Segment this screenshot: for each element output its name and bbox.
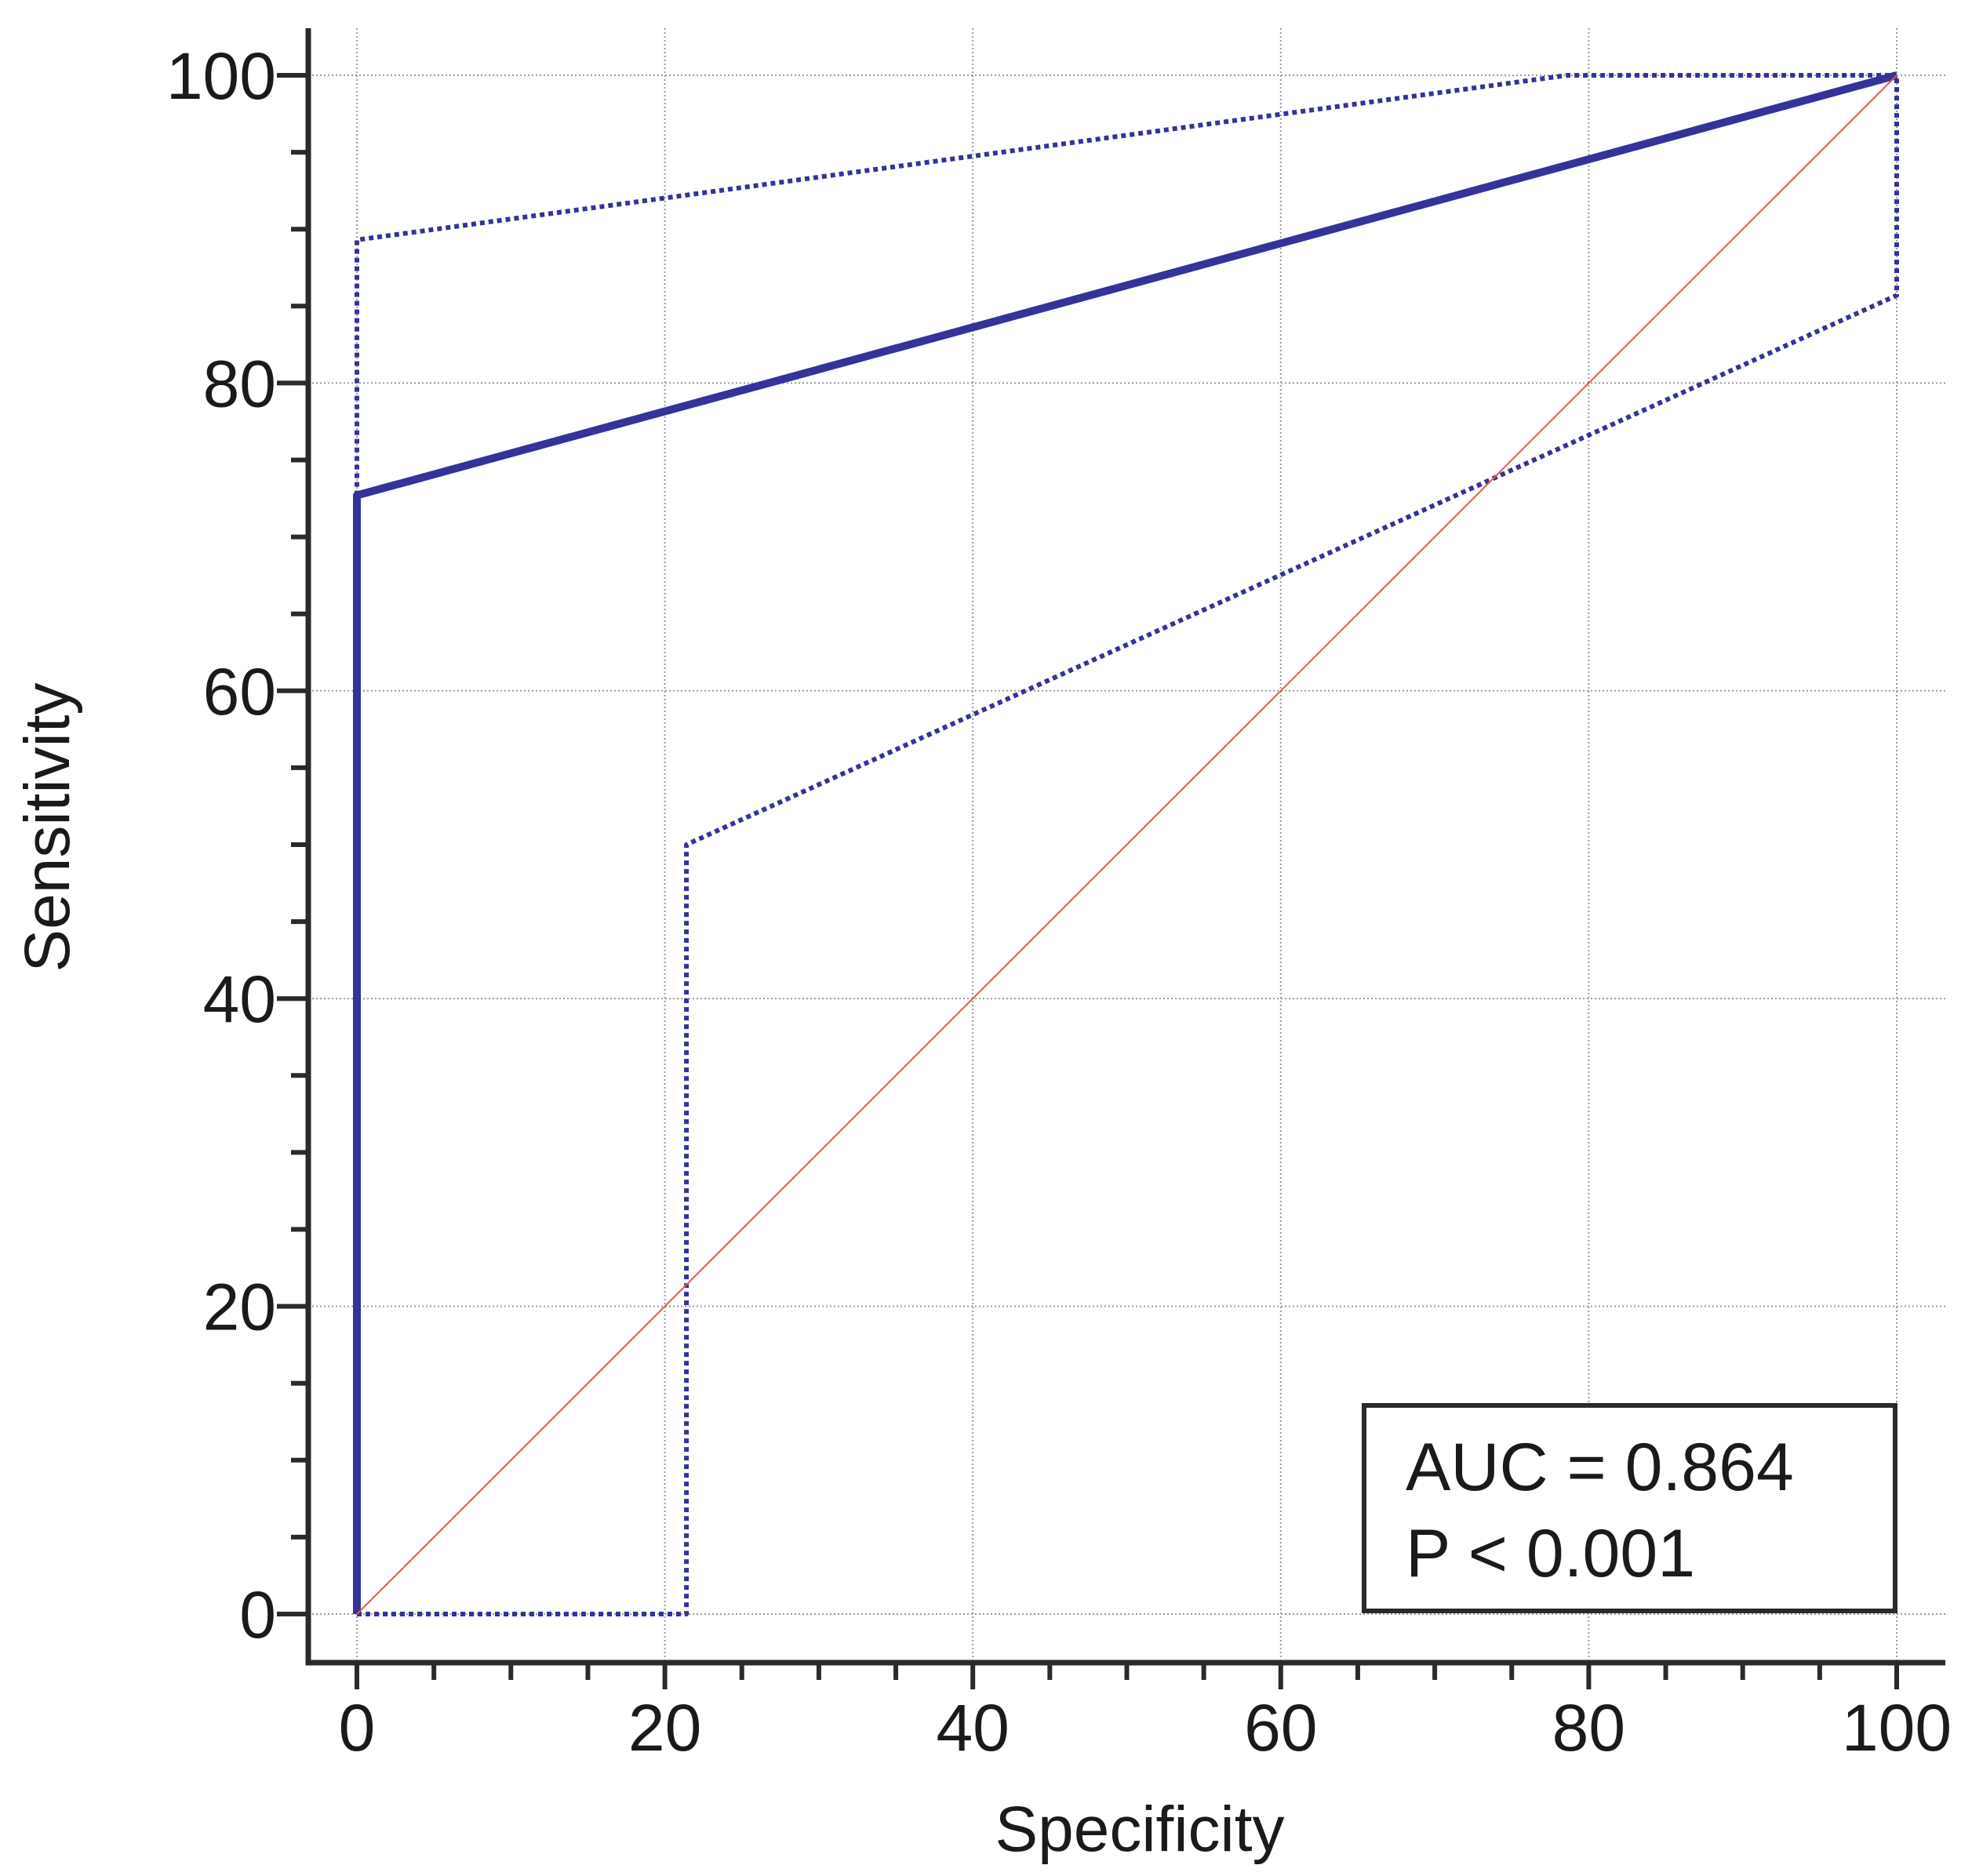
p-value-label: P < 0.001	[1406, 1516, 1695, 1591]
x-tick-label: 100	[1842, 1691, 1952, 1765]
x-tick-label: 0	[339, 1691, 376, 1765]
reference-diagonal-line	[356, 75, 1897, 1615]
y-tick-label: 20	[203, 1271, 276, 1344]
y-tick-label: 0	[239, 1578, 276, 1652]
y-axis-title: Sensitivity	[12, 682, 83, 972]
x-axis-title: Specificity	[995, 1794, 1284, 1865]
annotation-box: AUC = 0.864 P < 0.001	[1362, 1403, 1897, 1613]
y-tick-label: 100	[166, 39, 276, 113]
x-tick-label: 40	[936, 1691, 1009, 1765]
x-tick-label: 20	[628, 1691, 701, 1765]
annotation-frame	[1362, 1403, 1897, 1613]
upper-confidence-bound-line	[355, 73, 1897, 496]
tick-labels: 0 20 40 60 80 100 0 20 40 60 80 100	[166, 39, 1952, 1765]
auc-label: AUC = 0.864	[1406, 1430, 1794, 1505]
y-tick-label: 40	[203, 962, 276, 1036]
axes	[277, 28, 1945, 1689]
x-tick-label: 80	[1552, 1691, 1625, 1765]
plot-series	[353, 71, 1899, 1616]
x-tick-label: 60	[1244, 1691, 1317, 1765]
lower-confidence-bound-line	[357, 75, 1899, 1616]
y-tick-label: 80	[203, 347, 276, 420]
y-tick-label: 60	[203, 655, 276, 729]
